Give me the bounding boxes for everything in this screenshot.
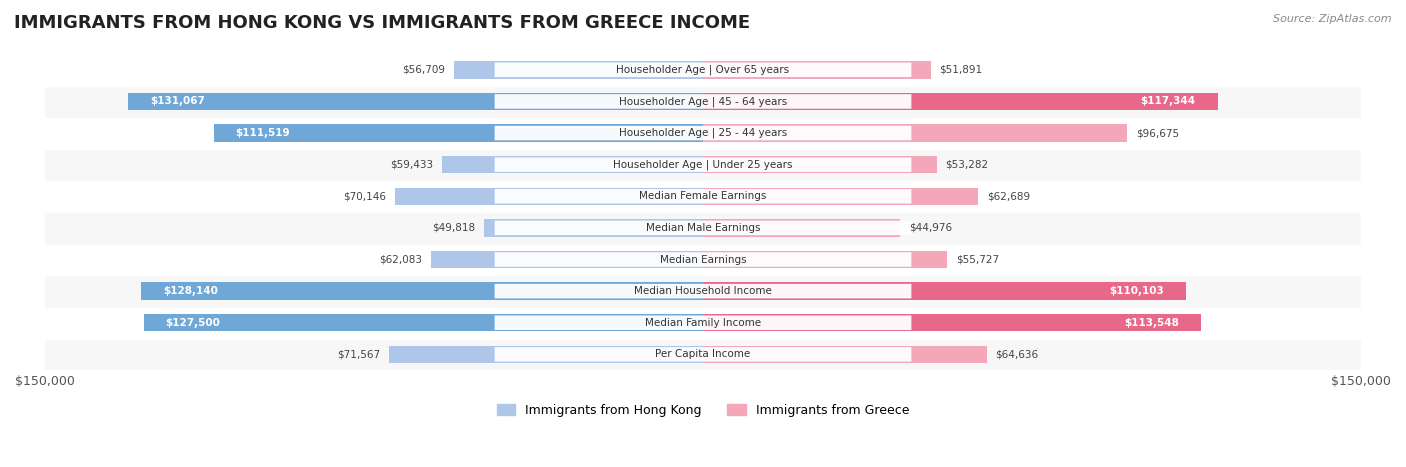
Text: Median Male Earnings: Median Male Earnings bbox=[645, 223, 761, 233]
Bar bbox=[214, 124, 703, 142]
Text: Median Female Earnings: Median Female Earnings bbox=[640, 191, 766, 201]
Bar bbox=[703, 314, 1201, 332]
Legend: Immigrants from Hong Kong, Immigrants from Greece: Immigrants from Hong Kong, Immigrants fr… bbox=[492, 399, 914, 422]
Bar bbox=[45, 180, 1361, 212]
Text: $55,727: $55,727 bbox=[956, 255, 1000, 264]
Bar bbox=[454, 61, 703, 78]
FancyBboxPatch shape bbox=[495, 347, 911, 361]
Text: Median Family Income: Median Family Income bbox=[645, 318, 761, 328]
FancyBboxPatch shape bbox=[495, 63, 911, 77]
Text: $59,433: $59,433 bbox=[391, 160, 433, 170]
Text: $56,709: $56,709 bbox=[402, 65, 446, 75]
Bar bbox=[45, 54, 1361, 85]
Bar bbox=[45, 149, 1361, 180]
Text: IMMIGRANTS FROM HONG KONG VS IMMIGRANTS FROM GREECE INCOME: IMMIGRANTS FROM HONG KONG VS IMMIGRANTS … bbox=[14, 14, 751, 32]
Bar bbox=[703, 251, 948, 268]
Bar bbox=[703, 283, 1187, 300]
FancyBboxPatch shape bbox=[495, 189, 911, 204]
Bar bbox=[389, 346, 703, 363]
Bar bbox=[45, 307, 1361, 339]
Text: $117,344: $117,344 bbox=[1140, 97, 1197, 106]
Bar bbox=[703, 93, 1218, 110]
Text: Householder Age | 25 - 44 years: Householder Age | 25 - 44 years bbox=[619, 128, 787, 138]
Bar bbox=[45, 339, 1361, 370]
FancyBboxPatch shape bbox=[495, 284, 911, 298]
Text: Householder Age | Over 65 years: Householder Age | Over 65 years bbox=[616, 64, 790, 75]
FancyBboxPatch shape bbox=[495, 220, 911, 235]
Text: $111,519: $111,519 bbox=[236, 128, 290, 138]
Text: $113,548: $113,548 bbox=[1125, 318, 1180, 328]
Bar bbox=[703, 156, 936, 173]
FancyBboxPatch shape bbox=[495, 316, 911, 330]
FancyBboxPatch shape bbox=[495, 94, 911, 109]
Text: $64,636: $64,636 bbox=[995, 349, 1039, 360]
FancyBboxPatch shape bbox=[495, 252, 911, 267]
Text: $49,818: $49,818 bbox=[433, 223, 475, 233]
Text: Householder Age | Under 25 years: Householder Age | Under 25 years bbox=[613, 159, 793, 170]
Bar bbox=[141, 283, 703, 300]
FancyBboxPatch shape bbox=[495, 126, 911, 140]
Bar bbox=[703, 188, 979, 205]
Text: $110,103: $110,103 bbox=[1109, 286, 1164, 296]
Bar bbox=[143, 314, 703, 332]
Bar bbox=[703, 219, 900, 237]
Bar bbox=[485, 219, 703, 237]
Bar bbox=[703, 124, 1128, 142]
Bar bbox=[395, 188, 703, 205]
Bar bbox=[430, 251, 703, 268]
Text: Median Earnings: Median Earnings bbox=[659, 255, 747, 264]
Bar bbox=[703, 346, 987, 363]
Text: $96,675: $96,675 bbox=[1136, 128, 1180, 138]
Bar bbox=[45, 244, 1361, 276]
Text: $53,282: $53,282 bbox=[945, 160, 988, 170]
Text: $51,891: $51,891 bbox=[939, 65, 983, 75]
Bar bbox=[703, 61, 931, 78]
Text: $62,083: $62,083 bbox=[378, 255, 422, 264]
Text: $44,976: $44,976 bbox=[910, 223, 952, 233]
Text: Householder Age | 45 - 64 years: Householder Age | 45 - 64 years bbox=[619, 96, 787, 106]
Bar bbox=[45, 276, 1361, 307]
Text: $70,146: $70,146 bbox=[343, 191, 387, 201]
Text: Median Household Income: Median Household Income bbox=[634, 286, 772, 296]
Bar bbox=[45, 117, 1361, 149]
Text: $131,067: $131,067 bbox=[150, 97, 205, 106]
Bar bbox=[45, 212, 1361, 244]
Bar bbox=[128, 93, 703, 110]
Text: $127,500: $127,500 bbox=[166, 318, 221, 328]
Bar bbox=[443, 156, 703, 173]
Bar bbox=[45, 85, 1361, 117]
Text: Per Capita Income: Per Capita Income bbox=[655, 349, 751, 360]
FancyBboxPatch shape bbox=[495, 157, 911, 172]
Text: Source: ZipAtlas.com: Source: ZipAtlas.com bbox=[1274, 14, 1392, 24]
Text: $62,689: $62,689 bbox=[987, 191, 1031, 201]
Text: $128,140: $128,140 bbox=[163, 286, 218, 296]
Text: $71,567: $71,567 bbox=[337, 349, 380, 360]
